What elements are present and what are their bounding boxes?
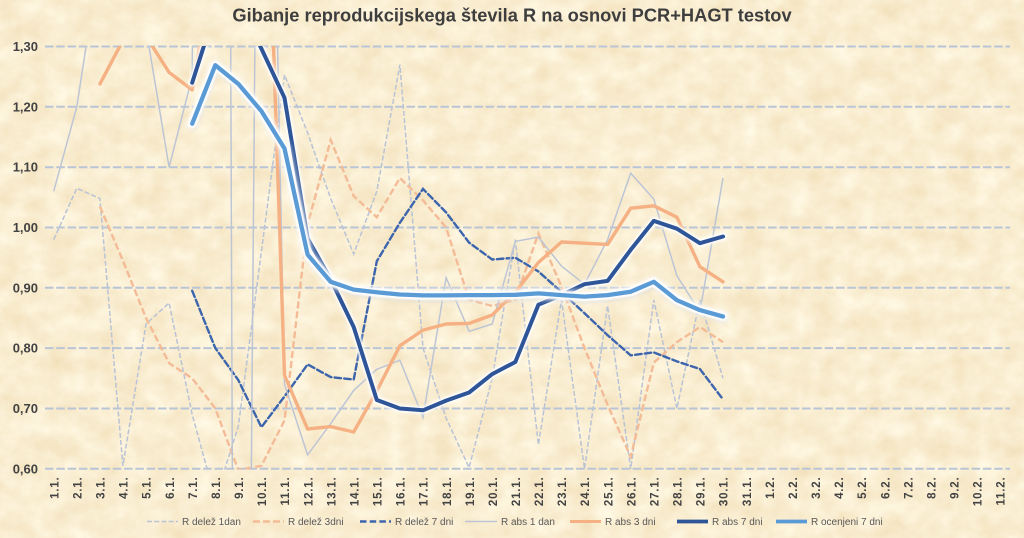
svg-text:8.2.: 8.2.: [926, 477, 938, 499]
svg-text:19.1.: 19.1.: [465, 477, 477, 507]
svg-text:R ocenjeni 7 dni: R ocenjeni 7 dni: [811, 517, 883, 528]
svg-text:16.1.: 16.1.: [396, 477, 408, 507]
svg-text:22.1.: 22.1.: [534, 477, 546, 507]
svg-text:23.1.: 23.1.: [557, 477, 569, 507]
svg-text:1,20: 1,20: [13, 99, 38, 114]
svg-text:5.1.: 5.1.: [142, 477, 154, 499]
svg-text:8.1.: 8.1.: [211, 477, 223, 499]
svg-text:0,80: 0,80: [13, 341, 38, 356]
svg-text:13.1.: 13.1.: [326, 477, 338, 507]
svg-text:Gibanje reprodukcijskega števi: Gibanje reprodukcijskega števila R na os…: [232, 5, 792, 26]
svg-text:17.1.: 17.1.: [419, 477, 431, 507]
svg-text:R abs 1 dan: R abs 1 dan: [501, 517, 555, 528]
svg-text:21.1.: 21.1.: [511, 477, 523, 507]
svg-text:R delež 1dan: R delež 1dan: [182, 517, 241, 528]
svg-text:18.1.: 18.1.: [442, 477, 454, 507]
svg-text:7.1.: 7.1.: [188, 477, 200, 499]
svg-text:3.1.: 3.1.: [96, 477, 108, 499]
svg-text:1.2.: 1.2.: [765, 477, 777, 499]
svg-text:5.2.: 5.2.: [857, 477, 869, 499]
svg-text:11.2.: 11.2.: [996, 477, 1008, 506]
svg-text:31.1.: 31.1.: [742, 477, 754, 507]
svg-text:11.1.: 11.1.: [280, 477, 292, 506]
svg-text:0,90: 0,90: [13, 280, 38, 295]
svg-text:29.1.: 29.1.: [696, 477, 708, 507]
svg-text:R delež 7 dni: R delež 7 dni: [395, 517, 453, 528]
svg-text:6.1.: 6.1.: [165, 477, 177, 499]
svg-text:4.2.: 4.2.: [834, 477, 846, 499]
svg-text:7.2.: 7.2.: [903, 477, 915, 499]
svg-text:3.2.: 3.2.: [811, 477, 823, 499]
svg-text:26.1.: 26.1.: [626, 477, 638, 507]
svg-text:24.1.: 24.1.: [580, 477, 592, 507]
svg-text:10.1.: 10.1.: [257, 477, 269, 507]
svg-text:9.1.: 9.1.: [234, 477, 246, 499]
svg-text:R delež 3dni: R delež 3dni: [288, 517, 344, 528]
svg-text:27.1.: 27.1.: [650, 477, 662, 507]
svg-text:4.1.: 4.1.: [119, 477, 131, 499]
svg-text:9.2.: 9.2.: [950, 477, 962, 499]
svg-text:20.1.: 20.1.: [488, 477, 500, 507]
svg-text:10.2.: 10.2.: [973, 477, 985, 507]
svg-text:1,00: 1,00: [13, 220, 38, 235]
svg-text:6.2.: 6.2.: [880, 477, 892, 499]
svg-text:0,60: 0,60: [13, 461, 38, 476]
svg-text:12.1.: 12.1.: [303, 477, 315, 507]
svg-text:2.1.: 2.1.: [73, 477, 85, 499]
svg-text:R abs 3 dni: R abs 3 dni: [605, 517, 656, 528]
svg-text:25.1.: 25.1.: [603, 477, 615, 507]
svg-text:30.1.: 30.1.: [719, 477, 731, 507]
svg-text:28.1.: 28.1.: [673, 477, 685, 507]
svg-text:0,70: 0,70: [13, 401, 38, 416]
svg-text:1.1.: 1.1.: [49, 477, 61, 499]
svg-text:R abs 7 dni: R abs 7 dni: [712, 517, 763, 528]
svg-text:14.1.: 14.1.: [349, 477, 361, 507]
svg-text:1,10: 1,10: [13, 160, 38, 175]
svg-text:1,30: 1,30: [13, 39, 38, 54]
svg-text:15.1.: 15.1.: [373, 477, 385, 507]
svg-text:2.2.: 2.2.: [788, 477, 800, 499]
